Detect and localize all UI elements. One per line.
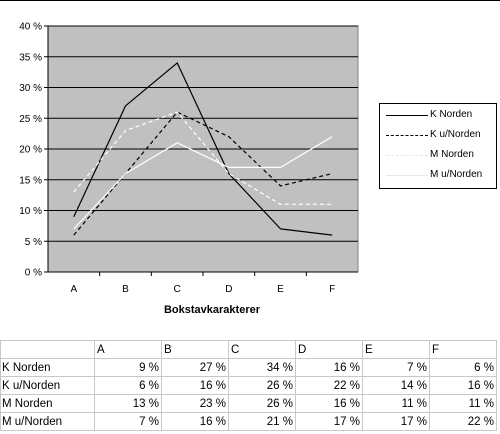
- table-cell: 34 %: [228, 358, 296, 377]
- table-row: K Norden 9 % 27 % 34 % 16 % 7 % 6 %: [0, 358, 497, 377]
- legend-label: K u/Norden: [430, 129, 481, 140]
- table-row-label: M u/Norden: [0, 412, 95, 431]
- table-cell: 26 %: [228, 394, 296, 413]
- table-cell: 7 %: [362, 358, 430, 377]
- legend-swatch-m-norden: [386, 155, 428, 156]
- table-cell: 9 %: [94, 358, 162, 377]
- line-chart: 0 % 5 % 10 % 15 % 20 % 25 % 30 % 35 % 40 % A B C D E F: [19, 22, 359, 295]
- table-column-header: F: [429, 340, 497, 359]
- y-tick-label: 30 %: [19, 83, 42, 94]
- table-cell: 17 %: [362, 412, 430, 431]
- x-tick-label: D: [225, 284, 232, 295]
- table-header-row: A B C D E F: [0, 340, 497, 359]
- table-cell: 27 %: [161, 358, 229, 377]
- legend-label: M Norden: [430, 149, 474, 160]
- table-cell: 6 %: [429, 358, 497, 377]
- series-line-m-norden: [73, 111, 333, 205]
- table-column-header: A: [94, 340, 162, 359]
- legend-item-k-norden: K Norden: [380, 106, 496, 126]
- series-line-m-u-norden: [73, 136, 333, 230]
- y-tick-label: 0 %: [25, 268, 42, 279]
- table-row-label: K u/Norden: [0, 376, 95, 395]
- legend-swatch-m-u-norden: [386, 175, 428, 176]
- table-cell: 6 %: [94, 376, 162, 395]
- table-cell: 11 %: [429, 394, 497, 413]
- x-tick-label: B: [122, 284, 129, 295]
- y-tick-label: 10 %: [19, 206, 42, 217]
- legend-item-k-u-norden: K u/Norden: [380, 126, 496, 146]
- legend-item-m-u-norden: M u/Norden: [380, 166, 496, 186]
- table-row-label: K Norden: [0, 358, 95, 377]
- y-tick-label: 25 %: [19, 114, 42, 125]
- table-cell: 16 %: [429, 376, 497, 395]
- table-cell: 23 %: [161, 394, 229, 413]
- table-column-header: B: [161, 340, 229, 359]
- legend-label: K Norden: [430, 109, 473, 120]
- y-tick-label: 35 %: [19, 52, 42, 63]
- legend-swatch-k-u-norden: [386, 135, 428, 136]
- y-tick-label: 40 %: [19, 22, 42, 33]
- table-cell: 16 %: [161, 376, 229, 395]
- table-column-header: E: [362, 340, 430, 359]
- table-cell: 21 %: [228, 412, 296, 431]
- table-row-label: M Norden: [0, 394, 95, 413]
- x-tick-label: C: [174, 284, 181, 295]
- table-column-header: C: [228, 340, 296, 359]
- y-tick-label: 5 %: [25, 237, 42, 248]
- table-row: M Norden 13 % 23 % 26 % 16 % 11 % 11 %: [0, 394, 497, 413]
- table-row: K u/Norden 6 % 16 % 26 % 22 % 14 % 16 %: [0, 376, 497, 395]
- table-cell: 16 %: [161, 412, 229, 431]
- top-border-line: [0, 0, 500, 1]
- table-cell: 7 %: [94, 412, 162, 431]
- table-corner-cell: [0, 340, 95, 359]
- series-line-k-norden: [73, 62, 333, 236]
- series-line-k-u-norden: [73, 111, 333, 236]
- table-cell: 16 %: [295, 358, 363, 377]
- legend-item-m-norden: M Norden: [380, 146, 496, 166]
- table-cell: 26 %: [228, 376, 296, 395]
- table-cell: 22 %: [429, 412, 497, 431]
- legend-label: M u/Norden: [430, 169, 483, 180]
- table-cell: 16 %: [295, 394, 363, 413]
- table-row: M u/Norden 7 % 16 % 21 % 17 % 17 % 22 %: [0, 412, 497, 431]
- x-tick-label: F: [329, 284, 335, 295]
- x-tick-label: A: [70, 284, 77, 295]
- x-axis-title: Bokstavkarakterer: [163, 304, 260, 316]
- legend-swatch-k-norden: [386, 115, 428, 116]
- y-tick-label: 15 %: [19, 175, 42, 186]
- data-table: A B C D E F K Norden 9 % 27 % 34 % 16 % …: [0, 340, 497, 431]
- table-column-header: D: [295, 340, 363, 359]
- x-tick-label: E: [277, 284, 284, 295]
- table-cell: 14 %: [362, 376, 430, 395]
- table-cell: 13 %: [94, 394, 162, 413]
- table-cell: 11 %: [362, 394, 430, 413]
- table-cell: 22 %: [295, 376, 363, 395]
- y-tick-label: 20 %: [19, 145, 42, 156]
- chart-legend: K Norden K u/Norden M Norden M u/Norden: [379, 103, 497, 189]
- table-cell: 17 %: [295, 412, 363, 431]
